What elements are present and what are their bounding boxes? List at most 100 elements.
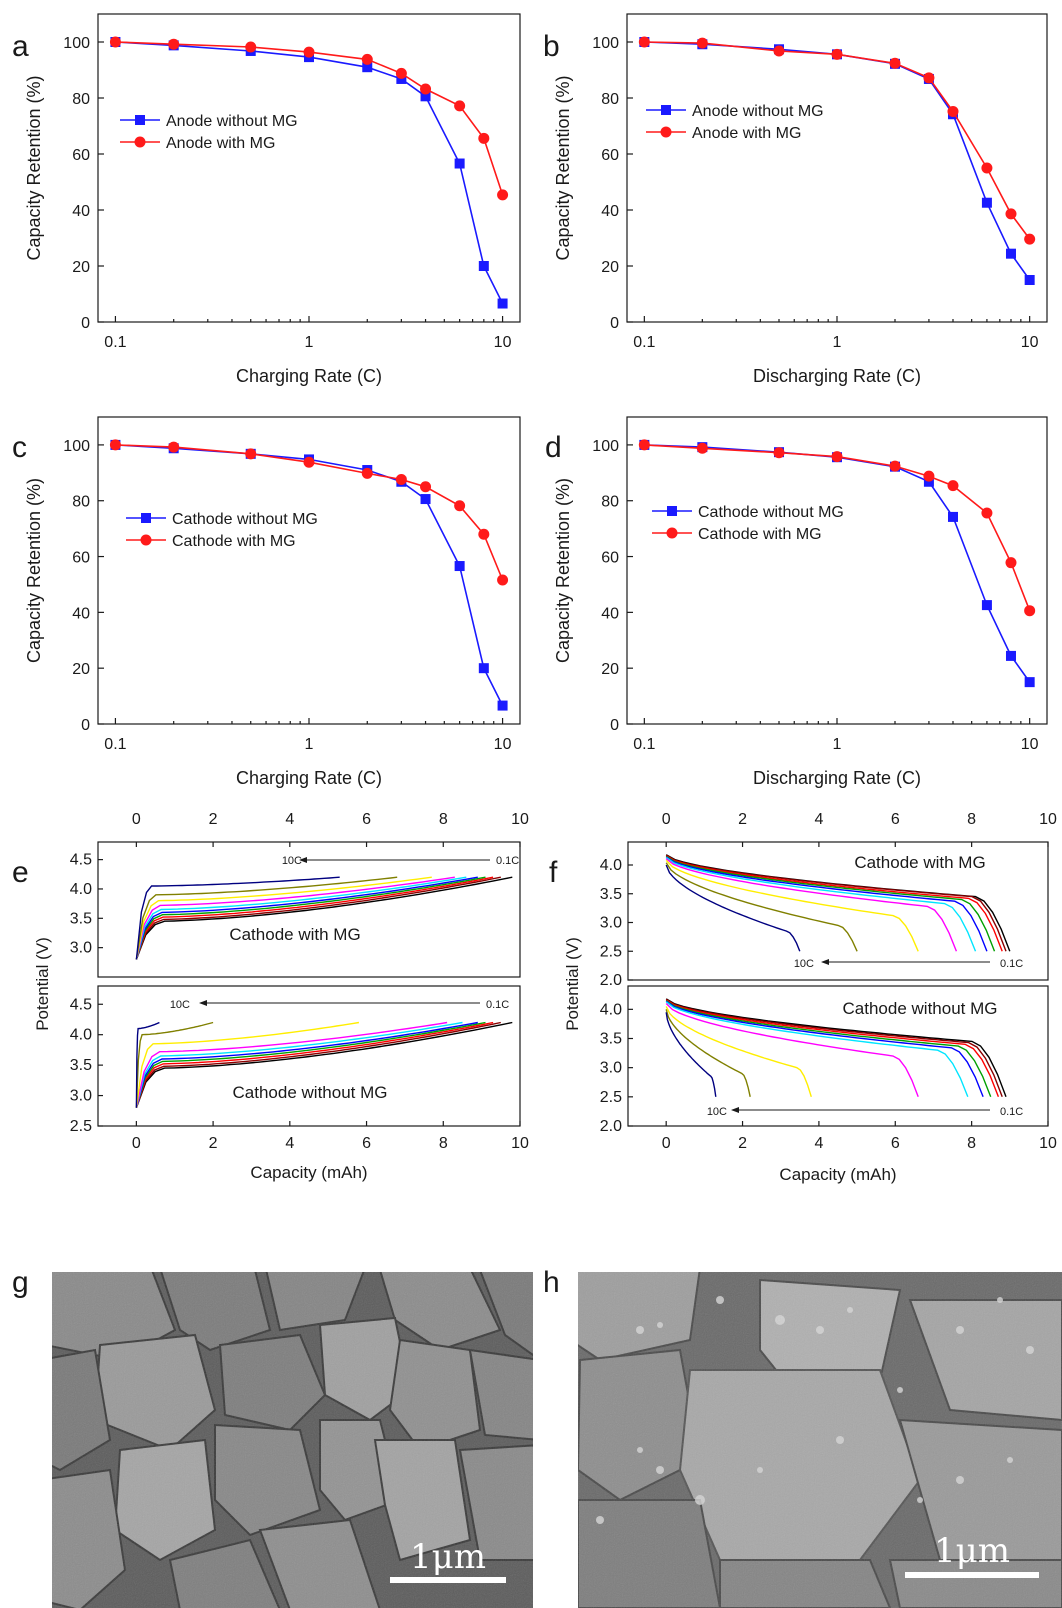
chart-f-sub0-ytick-label: 2.0 — [600, 972, 622, 989]
chart-d-xtick-label: 10 — [1021, 736, 1039, 753]
chart-d-point-s1 — [1024, 605, 1036, 617]
chart-f-sub1-rate-low-label: 0.1C — [1000, 1106, 1023, 1118]
chart-e-sub1-curve-5 — [135, 1021, 463, 1108]
chart-e-sub0-ytick-label: 3.0 — [70, 940, 92, 957]
chart-b-series-line-1 — [644, 41, 1031, 240]
panel-letter-d: d — [545, 431, 562, 464]
chart-f-sub1-curve-7 — [665, 1006, 812, 1098]
chart-e-top-xtick-label: 2 — [209, 811, 218, 828]
chart-e-bottom-xtick-label: 0 — [132, 1135, 141, 1152]
chart-c-legend-marker-1 — [140, 534, 152, 546]
chart-c-point-s0 — [497, 700, 508, 711]
chart-d-point-s1 — [696, 442, 708, 454]
chart-b-xlabel: Discharging Rate (C) — [753, 366, 921, 386]
chart-f-sub0-curve-5 — [665, 856, 977, 952]
chart-d-point-s1 — [889, 460, 901, 472]
chart-e-top-xtick-label: 4 — [285, 811, 294, 828]
chart-e-sub0-curve-6 — [135, 876, 455, 960]
chart-e-bottom-xtick-label: 4 — [285, 1135, 294, 1152]
chart-c-ytick-label: 0 — [81, 717, 90, 734]
chart-f-sub0-rate-high-label: 10C — [794, 958, 814, 970]
chart-f-top-xtick-label: 10 — [1039, 811, 1057, 828]
chart-d-ytick-label: 80 — [601, 494, 619, 511]
chart-e-sub0-curve-5 — [135, 876, 467, 960]
chart-a-ylabel: Capacity Retention (%) — [24, 75, 44, 260]
chart-a-ytick-label: 40 — [72, 203, 90, 220]
chart-b-legend-label-0: Anode without MG — [692, 103, 824, 120]
chart-d-xtick-label: 0.1 — [633, 736, 655, 753]
chart-d-point-s1 — [981, 507, 993, 519]
chart-f-top-xtick-label: 8 — [967, 811, 976, 828]
chart-e-sub1-ytick-label: 3.5 — [70, 1057, 92, 1074]
chart-b-point-s1 — [638, 36, 650, 48]
chart-d-point-s0 — [1024, 677, 1035, 688]
chart-e-sub0-curve-0 — [135, 876, 513, 960]
chart-a-legend-label-1: Anode with MG — [166, 135, 275, 152]
chart-d-legend-marker-1 — [666, 527, 678, 539]
chart-f-sub0-label: Cathode with MG — [854, 853, 985, 872]
chart-a-legend-marker-0 — [135, 115, 145, 125]
chart-f-sub1-ytick-label: 2.0 — [600, 1118, 622, 1135]
chart-b-point-s1 — [696, 37, 708, 49]
chart-e-sub1-ytick-label: 4.5 — [70, 996, 92, 1013]
chart-e-sub1-curve-9 — [135, 1021, 160, 1108]
chart-b-ytick-label: 100 — [592, 35, 619, 52]
chart-c-point-s1 — [168, 441, 180, 453]
chart-a-xtick-label: 0.1 — [104, 334, 126, 351]
panel-letter-f: f — [549, 856, 558, 889]
chart-b-point-s1 — [947, 105, 959, 117]
chart-c-legend-marker-0 — [141, 513, 151, 523]
chart-a-point-s1 — [303, 46, 315, 58]
chart-f-sub1-rate-high-label: 10C — [707, 1106, 727, 1118]
chart-e-sub1-ytick-label: 4.0 — [70, 1027, 92, 1044]
chart-a-xlabel: Charging Rate (C) — [236, 366, 382, 386]
sem-image-h-grains — [578, 1272, 1062, 1608]
chart-a-point-s1 — [245, 41, 257, 53]
chart-c-point-s1 — [109, 439, 121, 451]
chart-f-sub1-curve-3 — [665, 1000, 992, 1098]
chart-d-xlabel: Discharging Rate (C) — [753, 768, 921, 788]
chart-d-point-s0 — [923, 476, 934, 487]
chart-c-series-line-0 — [115, 444, 504, 706]
chart-e-sub0-label: Cathode with MG — [229, 925, 360, 944]
chart-e-xlabel: Capacity (mAh) — [250, 1163, 367, 1182]
chart-a-point-s1 — [478, 132, 490, 144]
chart-f-sub1-curve-9 — [665, 1012, 717, 1097]
chart-e-top-xtick-label: 0 — [132, 811, 141, 828]
chart-c-legend-label-0: Cathode without MG — [172, 511, 318, 528]
chart-a-xtick-label: 10 — [494, 334, 512, 351]
chart-e-sub1-curve-2 — [135, 1021, 494, 1108]
chart-b-ytick-label: 80 — [601, 91, 619, 108]
chart-e-sub0-curve-4 — [135, 876, 478, 960]
chart-e-sub0-curve-1 — [135, 876, 501, 960]
chart-a-point-s0 — [362, 62, 373, 73]
chart-f-top-xtick-label: 0 — [662, 811, 671, 828]
chart-a-ytick-label: 80 — [72, 91, 90, 108]
chart-f-sub1-curve-1 — [665, 998, 1003, 1098]
chart-c-point-s0 — [454, 561, 465, 572]
chart-b-point-s1 — [923, 72, 935, 84]
chart-a-charging-rate: 0 20 40 60 80 100 0.1 1 10 Charging Rate (C) Capac… — [24, 13, 521, 386]
chart-a-point-s1 — [497, 189, 509, 201]
chart-b-xtick-label: 0.1 — [633, 334, 655, 351]
chart-f-sub0-ytick-label: 2.5 — [600, 943, 622, 960]
chart-e-sub1-curve-7 — [135, 1021, 360, 1108]
chart-d-ytick-label: 60 — [601, 550, 619, 567]
chart-f-sub1-curve-0 — [665, 998, 1007, 1098]
chart-f-bottom-xtick-label: 0 — [662, 1135, 671, 1152]
chart-a-series-line-1 — [115, 41, 504, 196]
chart-f-sub0-curve-9 — [665, 864, 801, 952]
sem-image-g-grains — [52, 1272, 533, 1608]
chart-a-ytick-label: 100 — [63, 35, 90, 52]
chart-f-sub0-rate-low-label: 0.1C — [1000, 958, 1023, 970]
chart-b-point-s1 — [1005, 208, 1017, 220]
chart-a-legend-label-0: Anode without MG — [166, 113, 298, 130]
chart-a-point-s0 — [478, 261, 489, 271]
chart-d-point-s1 — [923, 470, 935, 482]
chart-e-bottom-xtick-label: 8 — [439, 1135, 448, 1152]
chart-e-bottom-xtick-label: 2 — [209, 1135, 218, 1152]
chart-e-sub0-ytick-label: 4.0 — [70, 881, 92, 898]
chart-e-sub1-curve-0 — [135, 1021, 513, 1108]
chart-a-point-s0 — [420, 91, 431, 102]
chart-f-sub0-plot-frame — [627, 841, 1049, 981]
